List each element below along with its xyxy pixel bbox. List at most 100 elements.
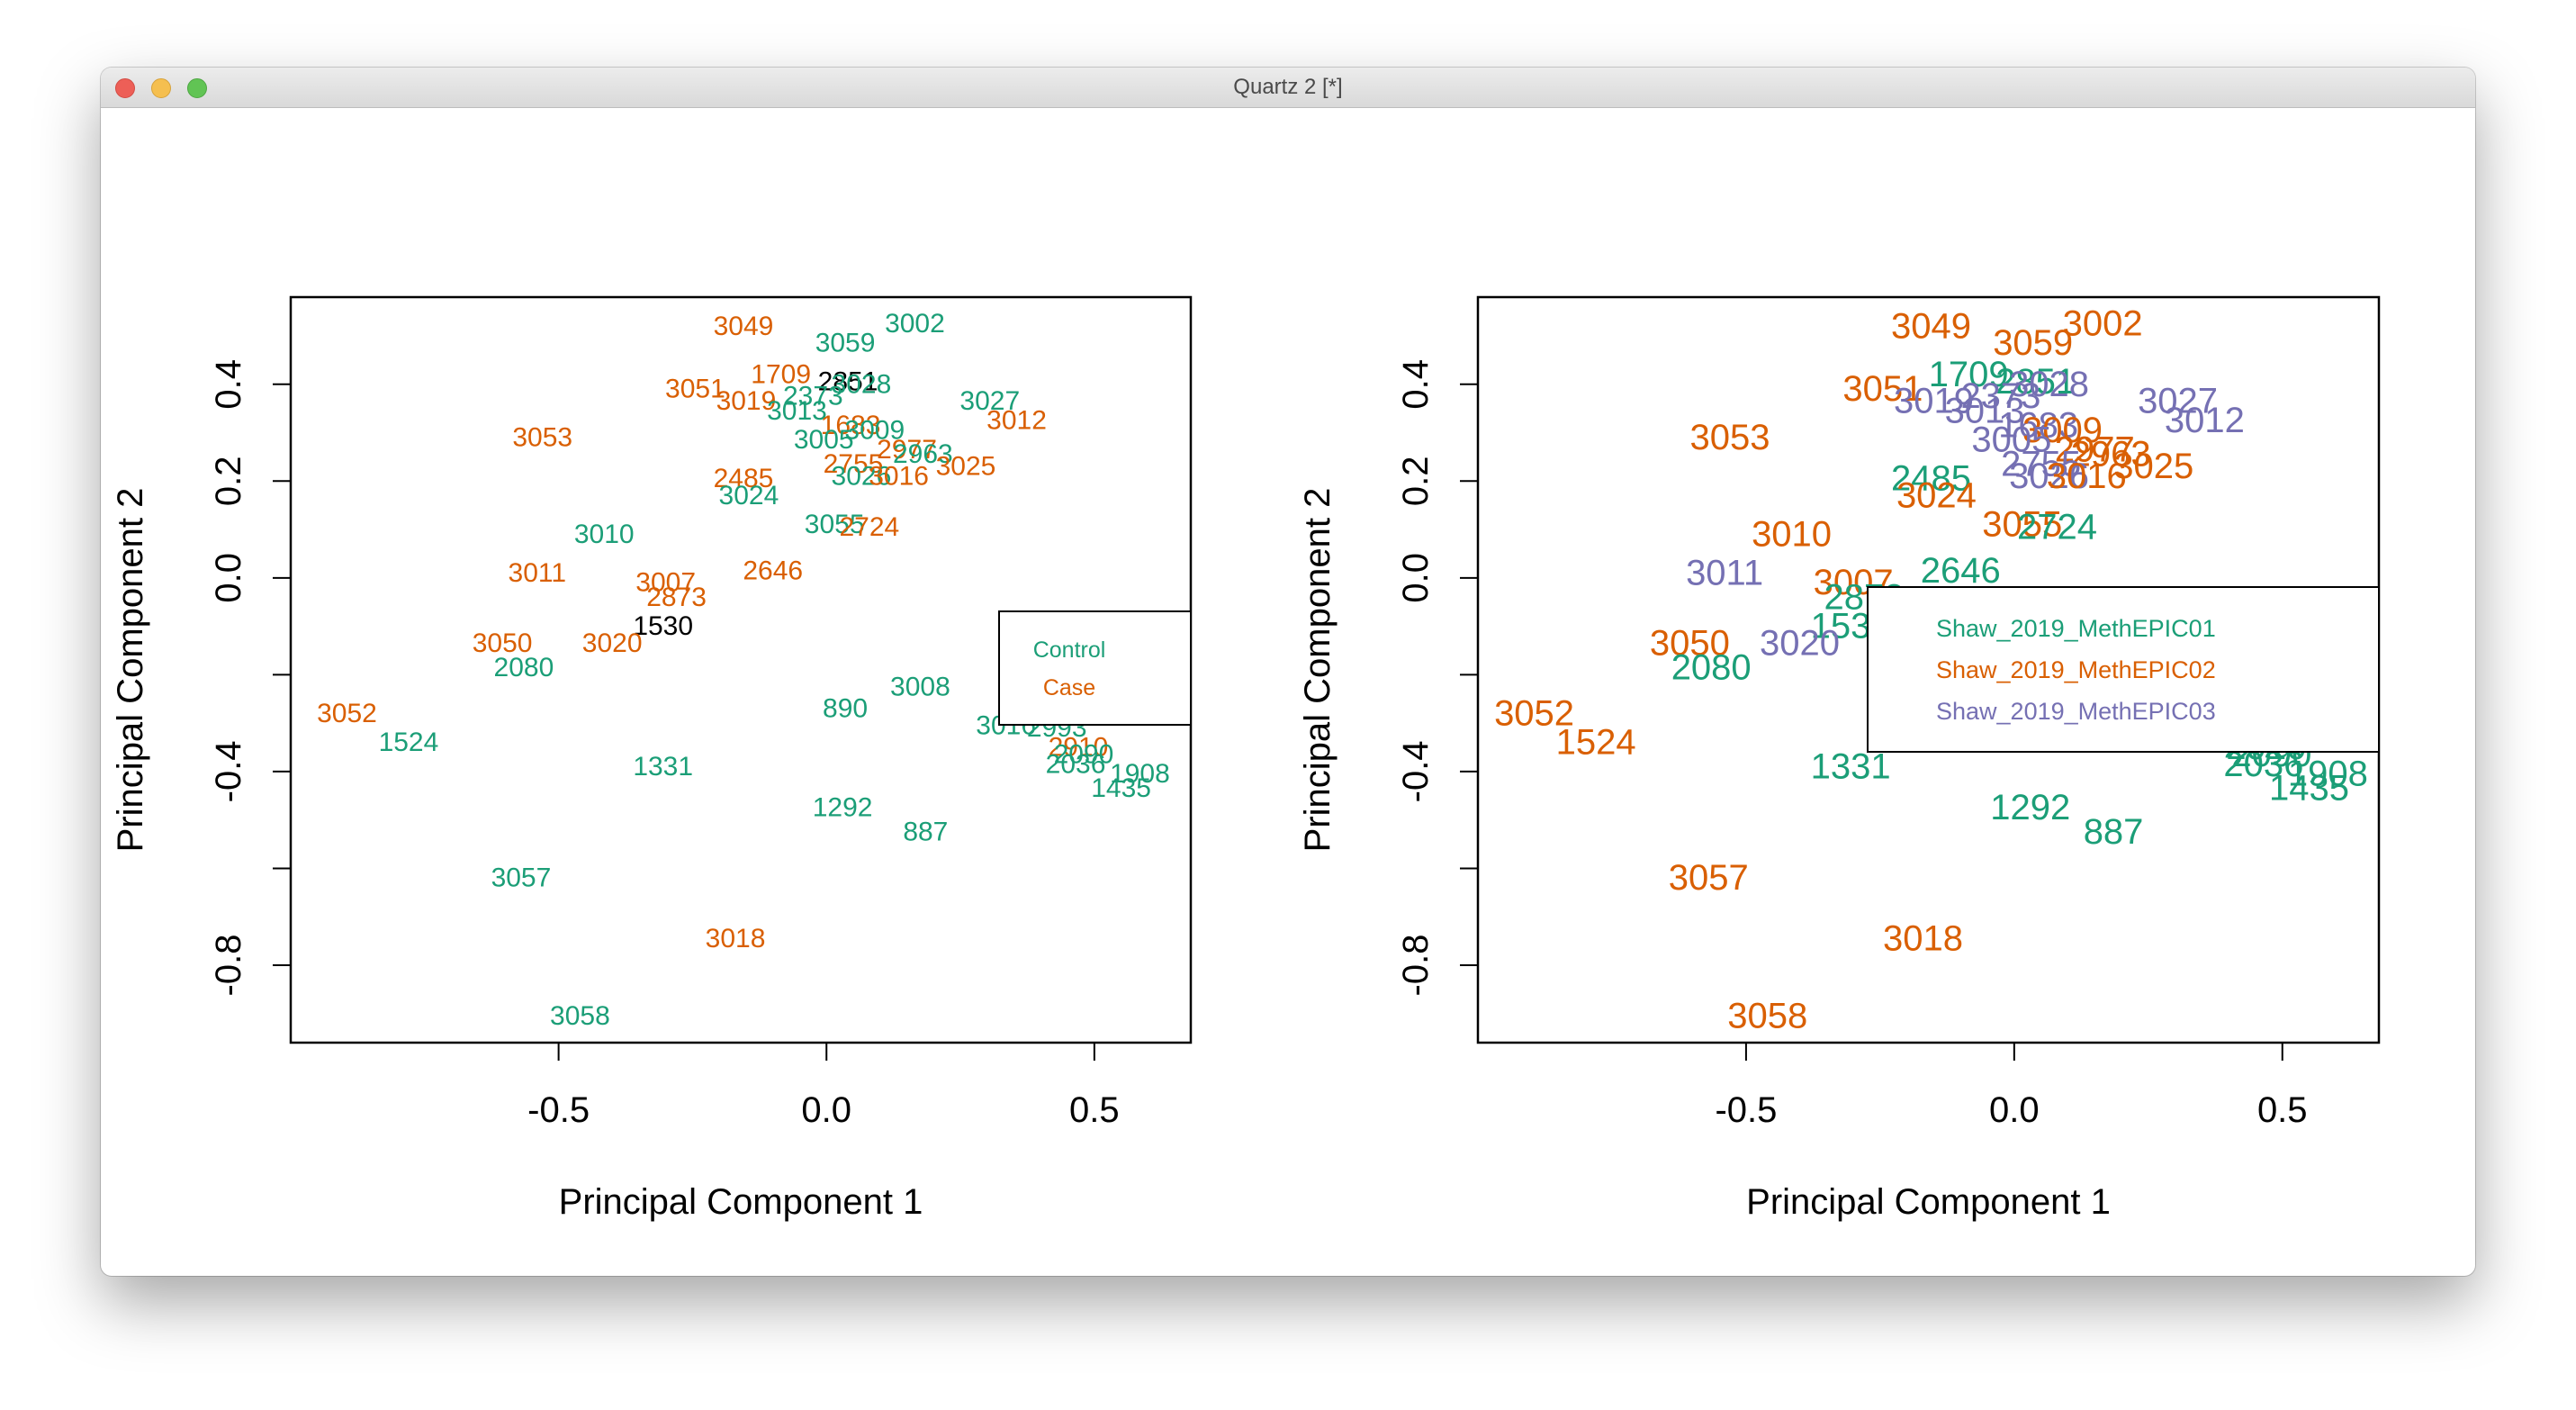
panel-2-y-tick-label: 0.0: [1396, 553, 1436, 603]
panel-1-y-axis-label: Principal Component 2: [111, 488, 150, 853]
panel-1-point-label: 1524: [379, 728, 439, 757]
panel-1-x-tick-label: 0.5: [1069, 1090, 1120, 1130]
panel-1-point-label: 3019: [716, 386, 777, 416]
panel-1-point-label: 3059: [815, 329, 876, 358]
panel-1-point-label: 2977: [877, 435, 937, 465]
panel-1-y-tick-label: -0.4: [209, 740, 248, 802]
panel-1-point-label: 2724: [839, 512, 899, 542]
panel-2-point-label: 3027: [2138, 382, 2218, 421]
panel-1-point-label: 2851: [818, 367, 878, 397]
panel-2-point-label: 3020: [1760, 623, 1840, 663]
panel-1-point-label: 3013: [767, 396, 827, 426]
panel-1-point-label: 3005: [794, 425, 854, 455]
panel-1-point-label: 3007: [635, 568, 696, 598]
panel-2-point-label: 3050: [1650, 623, 1730, 663]
panel-2-point-label: 2851: [1995, 362, 2076, 402]
panel-2-point-label: 3053: [1690, 418, 1770, 457]
panel-1-x-tick-label: -0.5: [527, 1090, 590, 1130]
panel-2-x-tick-label: 0.0: [1989, 1090, 2040, 1130]
panel-2-point-label: 3005: [1971, 420, 2051, 460]
panel-2-point-label: 3009: [2022, 411, 2103, 450]
plot-area: -0.5 0.0 0.5 Principal Component 1 0.4 0.2 0.0…: [101, 108, 2475, 1276]
panel-1-point-label: 2485: [714, 464, 774, 493]
panel-1-point-label: 2646: [743, 556, 803, 585]
panel-1-point-label: 2090: [1054, 740, 1114, 770]
panel-2-point-label: 3012: [2165, 401, 2245, 440]
panel-2-y-axis-label: Principal Component 2: [1298, 488, 1338, 853]
panel-1-point-label: 887: [903, 818, 948, 847]
quartz-window: Quartz 2 [*] -0.5 0.0 0.5 Principal Compone…: [101, 68, 2475, 1276]
panel-2-y-tick-label: 0.2: [1396, 456, 1436, 507]
panel-2-point-label: 1435: [2269, 769, 2349, 809]
panel-1-point-label: 2755: [824, 449, 884, 479]
panel-1-y-tick-label: 0.4: [209, 359, 248, 410]
panel-2-point-label: 2724: [2017, 507, 2097, 547]
panel-2-point-label: 3002: [2063, 304, 2143, 344]
panel-1-legend-entry: Control: [1033, 637, 1106, 663]
panel-2-point-label: 887: [2084, 812, 2144, 852]
panel-2-point-label: 3057: [1669, 858, 1749, 898]
panel-1-y-tick-label: 0.0: [209, 553, 248, 603]
panel-2-x-tick-label: -0.5: [1715, 1090, 1777, 1130]
panel-1-y-tick-label: -0.8: [209, 935, 248, 997]
zoom-icon[interactable]: [187, 78, 207, 98]
panel-2-point-label: 3058: [1727, 996, 1807, 1035]
panel-1-point-label: 3049: [714, 312, 774, 341]
panel-1-legend-box: [998, 610, 1192, 726]
panel-2-point-label: 3055: [1982, 505, 2062, 545]
window-title: Quartz 2 [*]: [1233, 75, 1343, 99]
panel-1-legend-entry: Case: [1043, 675, 1095, 700]
panel-1-point-label: 3050: [473, 628, 533, 658]
panel-1-y-tick-label: 0.2: [209, 456, 248, 507]
panel-1-point-label: 3058: [550, 1001, 610, 1031]
panel-1-point-label: 3053: [512, 422, 572, 452]
panel-1-x-tick-label: 0.0: [801, 1090, 851, 1130]
panel-1-point-label: 3012: [986, 406, 1047, 436]
panel-2-point-label: 3051: [1842, 369, 1923, 409]
title-bar: Quartz 2 [*]: [101, 68, 2475, 108]
close-icon[interactable]: [115, 78, 135, 98]
panel-1-point-label: 1292: [813, 793, 873, 823]
panel-2-point-label: 3013: [1945, 391, 2025, 430]
panel-1-point-label: 3025: [936, 452, 996, 482]
panel-2-point-label: 2485: [1891, 459, 1971, 499]
panel-2-point-label: 2080: [1671, 647, 1752, 687]
panel-1-point-label: 1908: [1110, 759, 1170, 789]
panel-2-y-tick-label: -0.8: [1396, 935, 1436, 997]
panel-2-point-label: 3025: [2113, 447, 2193, 486]
panel-1-point-label: 1683: [821, 411, 881, 440]
panel-1-point-label: 2080: [494, 653, 554, 682]
panel-1-point-label: 3002: [885, 309, 945, 339]
panel-1-point-label: 3018: [706, 924, 766, 954]
panel-1-x-axis-label: Principal Component 1: [559, 1182, 923, 1222]
panel-1-point-label: 3008: [890, 672, 950, 701]
panel-1-point-label: 3052: [317, 699, 377, 728]
panel-2-y-tick-label: -0.4: [1396, 740, 1436, 802]
panel-2-point-label: 1292: [1990, 788, 2070, 827]
panel-2-point-label: 2646: [1921, 551, 2001, 591]
panel-1-point-label: 3028: [832, 369, 892, 399]
panel-2-point-label: 1331: [1811, 747, 1891, 787]
panel-2-legend-box: [1867, 586, 2380, 753]
panel-2-legend-entry: Shaw_2019_MethEPIC01: [1936, 615, 2216, 642]
panel-2-x-tick-label: 0.5: [2257, 1090, 2308, 1130]
panel-1-point-label: 3016: [869, 461, 929, 491]
panel-2-point-label: 3052: [1494, 693, 1574, 733]
panel-2-point-label: 3026: [2009, 456, 2089, 496]
panel-2-point-label: 1524: [1556, 723, 1636, 763]
panel-1-point-label: 3057: [491, 863, 552, 893]
panel-1-point-label: 3024: [719, 481, 779, 511]
panel-2-point-label: 1683: [1998, 405, 2078, 445]
panel-1-point-label: 3051: [665, 375, 725, 404]
minimize-icon[interactable]: [151, 78, 171, 98]
panel-2-point-label: 3010: [1752, 514, 1832, 554]
panel-2-point-label: 3019: [1894, 382, 1974, 421]
pca-plots-svg: -0.5 0.0 0.5 Principal Component 1 0.4 0.2 0.0…: [111, 295, 2381, 1222]
panel-1-point-label: 2373: [783, 382, 843, 411]
panel-2-point-label: 1908: [2288, 755, 2368, 794]
panel-2-point-label: 3049: [1891, 306, 1971, 346]
panel-1-point-label: 3026: [832, 461, 892, 491]
panel-2-point-label: 2755: [2001, 444, 2081, 484]
panel-1-point-label: 890: [823, 694, 868, 724]
panel-1-point-label: 3009: [844, 415, 905, 445]
